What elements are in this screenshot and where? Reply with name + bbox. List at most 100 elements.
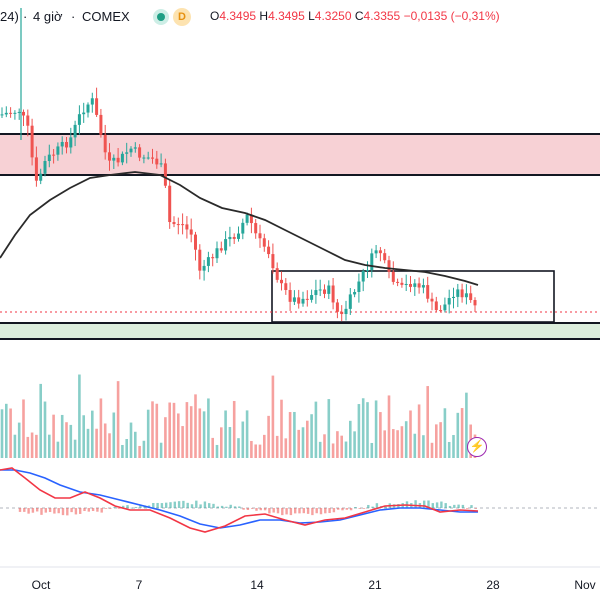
xaxis-label-oct: Oct [31,578,51,592]
candle-body [292,297,296,302]
candle-body [409,283,412,287]
change-value: −0,0135 (−0,31%) [403,9,500,23]
volume-bar [177,413,180,458]
macd-hist-bar [117,508,121,509]
volume-bar [422,435,425,458]
macd-hist-bar [470,505,473,508]
macd-hist-bar [87,508,90,512]
candle-body [404,283,408,285]
macd-hist-bar [40,508,43,515]
macd-hist-bar [152,502,155,508]
support-zone[interactable] [0,322,600,340]
macd-hist-bar [61,508,65,516]
candle-body [318,289,322,291]
volume-bar [181,426,184,458]
volume-bar [112,412,116,458]
moving-average-line[interactable] [0,171,479,286]
candle-body [142,157,146,159]
candle-body [340,311,344,315]
candle-body [267,246,271,255]
macd-line[interactable] [0,469,478,529]
candle-body [305,298,309,300]
volume-bar [271,375,275,458]
candle-body [473,300,477,306]
xaxis-label-nov: Nov [574,578,596,592]
volume-bar [314,401,318,458]
candle-body [159,163,163,165]
volume-bar [447,441,451,458]
volume-bar [103,423,107,458]
candle-body [310,295,314,300]
macd-hist-bar [440,501,443,508]
candle-body [9,112,13,114]
macd-hist-bar [349,508,353,511]
volume-bar [263,434,266,458]
macd-hist-bar [461,504,465,508]
macd-hist-bar [453,504,456,508]
macd-hist-bar [134,506,138,508]
candle-body [56,146,60,155]
macd-hist-bar [104,508,108,509]
candle-body [215,248,219,259]
macd-hist-bar [431,503,434,508]
macd-hist-bar [57,508,60,514]
interval-label[interactable]: 4 giờ [33,9,63,24]
volume-bar [404,421,408,458]
candle-body [155,158,159,165]
macd-hist-bar [74,508,78,515]
macd-hist-bar [70,508,73,513]
volume-bar [465,392,468,458]
macd-hist-bar [199,504,202,508]
macd-hist-bar [83,508,86,512]
candle-body [129,148,133,153]
macd-hist-bar [457,504,460,508]
volume-bar [56,441,60,458]
market-status-icon[interactable] [153,9,169,25]
volume-bar [349,420,352,458]
candle-body [189,229,193,235]
macd-hist-bar [371,506,374,508]
volume-bar [439,422,442,458]
candle-body [163,163,167,186]
candle-body [82,112,86,115]
macd-hist-bar [358,508,361,509]
candle-body [198,249,202,271]
candle-body [245,214,249,223]
candle-body [443,304,447,311]
candle-body [456,289,460,297]
exchange-label: COMEX [82,9,130,24]
volume-bar [99,398,103,458]
candle-body [172,222,176,225]
volume-bar [198,408,202,458]
candle-body [86,104,90,113]
macd-hist-bar [220,505,224,508]
macd-hist-bar [259,508,262,511]
macd-hist-bar [285,508,288,515]
resistance-zone[interactable] [0,133,600,176]
macd-hist-bar [139,504,142,508]
volume-bar [361,398,365,458]
volume-bar [207,398,210,458]
signal-line[interactable] [0,467,479,533]
volume-bar [108,433,111,458]
delayed-data-badge[interactable]: D [173,8,191,26]
candle-body [95,98,99,115]
candle-body [65,141,68,148]
macd-hist-bar [414,500,417,508]
candle-body [116,157,120,163]
volume-bar [254,444,257,458]
macd-hist-bar [48,508,52,513]
candle-body [52,154,56,156]
macd-hist-bar [79,508,82,514]
macd-hist-bar [427,500,430,508]
candle-body [370,253,374,270]
candle-body [228,236,232,240]
consolidation-box[interactable] [271,270,555,323]
candle-body [400,282,404,285]
volume-bar [336,431,339,458]
volume-bar [370,442,374,458]
volume-bar [73,439,77,458]
candle-body [194,234,197,250]
bolt-icon[interactable]: ⚡ [467,437,487,457]
